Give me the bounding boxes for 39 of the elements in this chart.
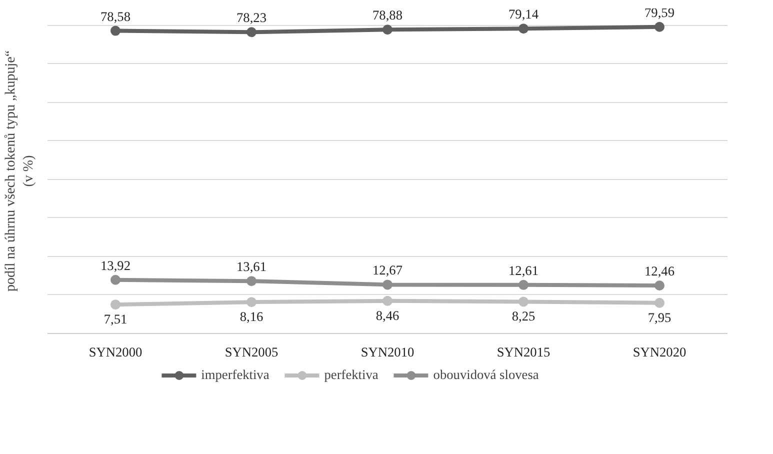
point [518, 296, 528, 307]
point [654, 298, 664, 308]
point [382, 280, 392, 290]
x-tick-label: SYN2020 [632, 344, 686, 360]
point [246, 27, 256, 38]
data-label: 78,58 [100, 8, 131, 24]
y-axis-title: podíl na úhrnu všech tokenů typu „kupuje“ (v %) [4, 50, 36, 292]
point [518, 280, 528, 290]
point [382, 24, 392, 35]
data-label: 8,46 [376, 308, 400, 323]
legend-label: perfektiva [324, 367, 378, 383]
data-label: 12,67 [372, 262, 403, 278]
data-label: 12,61 [508, 262, 539, 278]
data-label: 7,95 [648, 310, 672, 325]
data-label: 78,23 [236, 10, 267, 26]
x-tick-label: SYN2000 [88, 344, 142, 360]
point [654, 280, 664, 290]
data-label: 12,46 [644, 264, 675, 278]
x-tick-label: SYN2015 [496, 344, 550, 360]
x-tick-label: SYN2010 [360, 344, 414, 360]
data-label: 78,88 [372, 8, 403, 23]
data-label: 7,51 [104, 312, 128, 327]
point [246, 276, 256, 286]
point [110, 26, 120, 36]
data-label: 13,61 [236, 259, 267, 274]
data-label: 8,25 [512, 308, 536, 324]
x-tick-label: SYN2005 [224, 344, 278, 360]
data-label: 8,16 [240, 309, 264, 324]
data-label: 13,92 [100, 258, 131, 273]
point [110, 300, 120, 310]
data-label: 79,14 [508, 6, 539, 22]
point [654, 22, 664, 32]
point [382, 296, 392, 306]
point [518, 24, 528, 34]
legend-label: obouvidová slovesa [433, 367, 539, 383]
legend-label: imperfektiva [201, 367, 270, 383]
data-label: 79,59 [644, 4, 675, 20]
point [110, 274, 120, 285]
point [246, 297, 256, 308]
